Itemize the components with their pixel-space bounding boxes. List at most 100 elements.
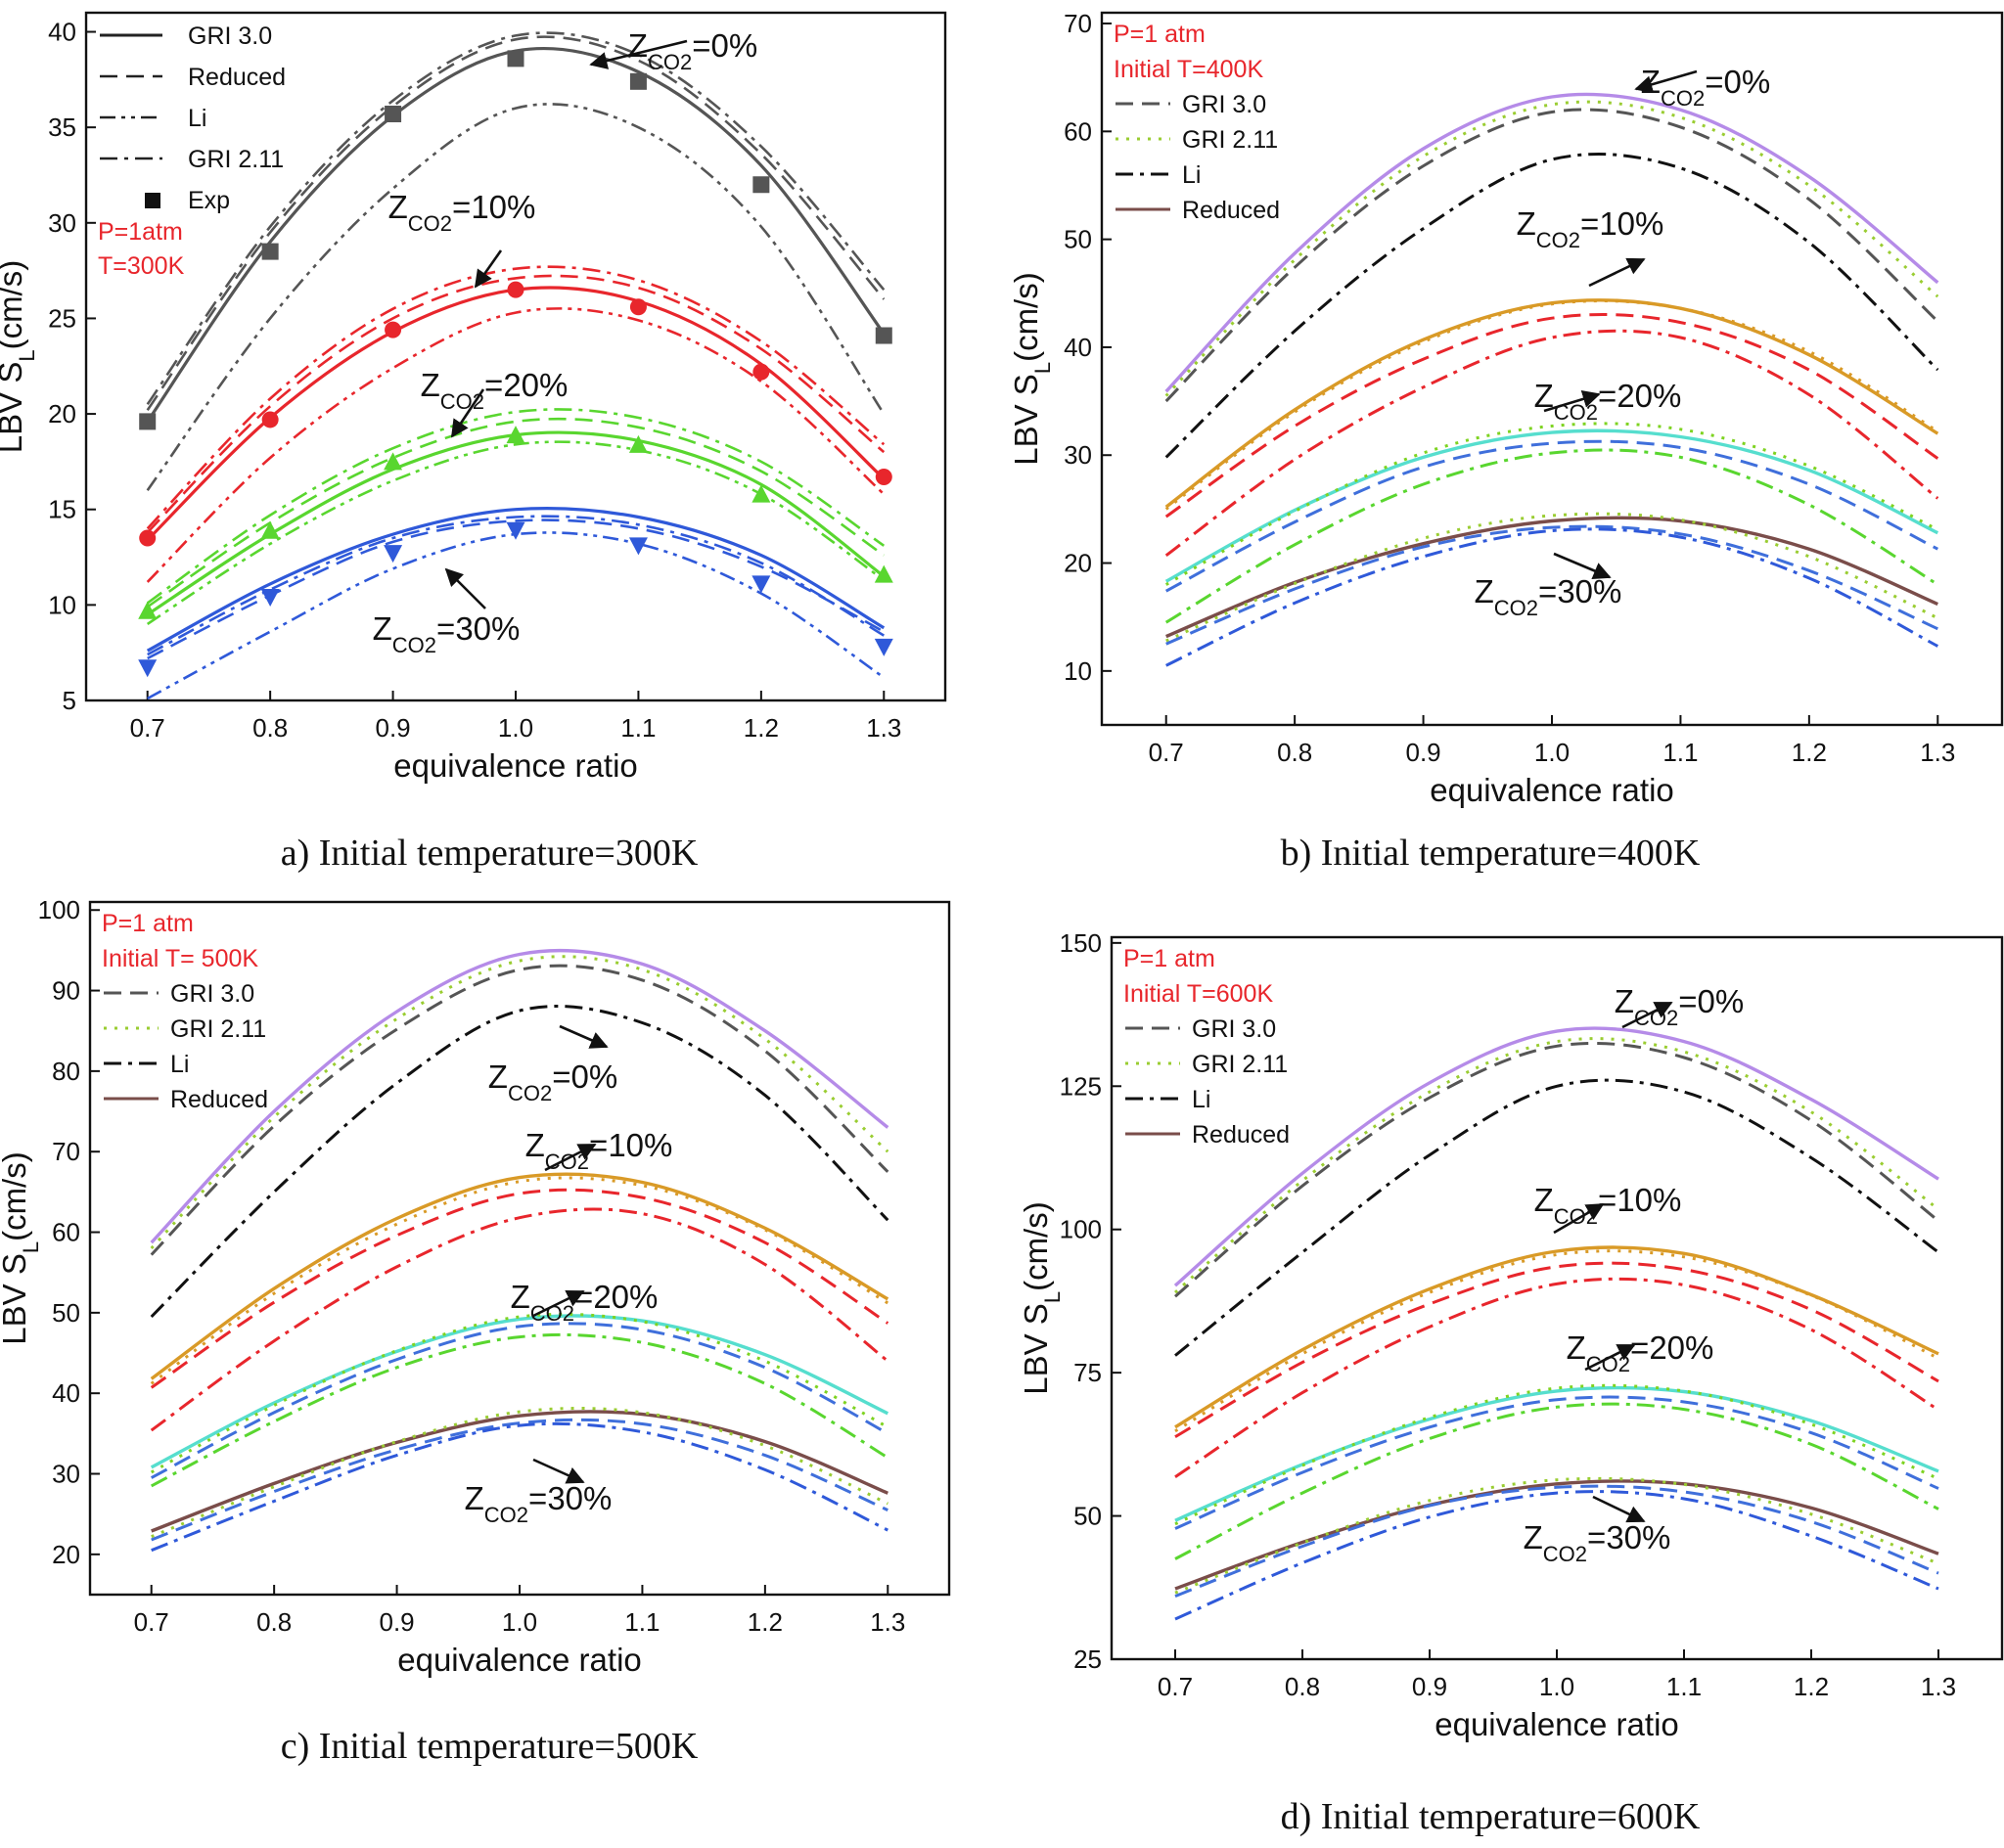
data-point xyxy=(506,426,525,444)
annotation-label: ZCO2=10% xyxy=(1517,205,1664,252)
x-tick-label: 1.0 xyxy=(1534,738,1570,767)
data-point xyxy=(752,575,771,594)
plot-frame xyxy=(1100,11,2004,727)
series-line xyxy=(146,46,886,423)
series-line xyxy=(1174,1395,1939,1530)
legend-label: Li xyxy=(1182,161,1201,189)
y-tick-label: 35 xyxy=(48,113,76,142)
data-point xyxy=(507,50,524,68)
y-tick-label: 90 xyxy=(52,976,80,1006)
x-tick-label: 0.8 xyxy=(1285,1672,1320,1701)
x-tick-label: 0.7 xyxy=(134,1607,169,1637)
series-line xyxy=(146,506,886,653)
data-point xyxy=(138,659,158,678)
y-tick-label: 20 xyxy=(48,399,76,428)
legend-label: Reduced xyxy=(1182,197,1280,224)
annotation-label: ZCO2=0% xyxy=(488,1059,617,1105)
y-tick-label: 40 xyxy=(52,1378,80,1408)
y-tick-label: 150 xyxy=(1060,928,1102,958)
annotation-label: ZCO2=0% xyxy=(628,27,757,74)
series-line xyxy=(150,1322,889,1479)
x-tick-label: 0.8 xyxy=(252,713,288,743)
series-line xyxy=(146,417,886,608)
series-line xyxy=(1174,1261,1939,1438)
legend-label: GRI 3.0 xyxy=(1182,91,1266,118)
y-axis-label: LBV SL(cm/s) xyxy=(0,1151,43,1344)
annotation-arrow xyxy=(1588,257,1646,288)
series-line xyxy=(1174,1249,1939,1433)
x-tick-label: 1.3 xyxy=(866,713,901,743)
annotation-arrow xyxy=(589,39,688,69)
data-point xyxy=(384,545,403,563)
y-tick-label: 60 xyxy=(52,1218,80,1247)
panel-d-chart: 0.7 0.8 0.9 1.0 1.1 1.2 1.3 25 50 75 100 125 150 equi… xyxy=(1018,928,2004,1837)
data-point xyxy=(629,298,647,316)
annotation-label: ZCO2=30% xyxy=(1475,573,1622,620)
panel-a-chart: 0.7 0.8 0.9 1.0 1.1 1.2 1.3 5 10 15 20 25 30 35 40 equi… xyxy=(0,11,947,874)
series-line xyxy=(146,408,886,605)
series-line xyxy=(1174,1402,1939,1560)
panel-b-chart: 0.7 0.8 0.9 1.0 1.1 1.2 1.3 10 20 30 40 50 60 70 equiv… xyxy=(1008,9,2004,874)
series-line xyxy=(1165,512,1938,643)
y-tick-label: 10 xyxy=(1064,656,1092,686)
data-point xyxy=(507,281,524,298)
annotation-arrow xyxy=(1592,1495,1646,1523)
series-line xyxy=(1174,1490,1939,1621)
series-line xyxy=(1164,299,1939,511)
data-point xyxy=(260,589,280,608)
series-line xyxy=(146,307,886,583)
y-tick-label: 15 xyxy=(48,495,76,524)
panel-caption: a) Initial temperature=300K xyxy=(281,833,699,874)
data-point xyxy=(260,520,280,539)
x-tick-label: 1.1 xyxy=(1662,738,1698,767)
x-axis-label: equivalence ratio xyxy=(397,1642,642,1678)
x-tick-label: 1.2 xyxy=(744,713,779,743)
annotation-label: ZCO2=10% xyxy=(388,189,536,236)
data-point xyxy=(139,529,157,547)
data-point xyxy=(628,537,648,556)
annotation-label: ZCO2=20% xyxy=(421,367,569,414)
series-line xyxy=(1165,524,1938,646)
annotation-arrow xyxy=(532,1458,585,1484)
series-line xyxy=(1164,92,1939,393)
series-line xyxy=(150,1176,889,1385)
series-line xyxy=(150,1172,889,1380)
data-point xyxy=(874,638,893,656)
series-line xyxy=(150,955,889,1250)
condition-label: P=1 atm xyxy=(1123,945,1215,972)
data-point xyxy=(385,321,402,338)
condition-label: P=1atm xyxy=(98,218,183,246)
y-tick-label: 10 xyxy=(48,590,76,619)
x-tick-label: 1.0 xyxy=(1539,1672,1574,1701)
data-point xyxy=(629,72,647,90)
condition-label: P=1 atm xyxy=(1114,21,1206,48)
condition-label: Initial T=600K xyxy=(1123,980,1273,1008)
x-axis-label: equivalence ratio xyxy=(393,747,638,784)
legend-label: GRI 3.0 xyxy=(170,980,254,1008)
x-tick-label: 1.1 xyxy=(624,1607,660,1637)
data-point xyxy=(384,452,403,471)
x-tick-label: 0.9 xyxy=(379,1607,414,1637)
x-tick-label: 0.7 xyxy=(130,713,165,743)
series-line xyxy=(1164,428,1939,583)
legend-label: Exp xyxy=(188,187,230,214)
legend-label: GRI 3.0 xyxy=(1192,1015,1276,1043)
x-tick-label: 0.7 xyxy=(1158,1672,1193,1701)
series-line xyxy=(1174,1277,1939,1478)
x-tick-label: 0.9 xyxy=(1405,738,1440,767)
condition-label: Initial T= 500K xyxy=(102,945,258,972)
data-point xyxy=(875,327,892,344)
series-line xyxy=(150,1207,889,1432)
legend-label: GRI 2.11 xyxy=(188,146,284,173)
series-line xyxy=(1164,448,1939,624)
legend-label: Li xyxy=(1192,1086,1210,1113)
x-tick-label: 1.3 xyxy=(1920,738,1955,767)
data-point xyxy=(139,413,157,430)
x-tick-label: 0.8 xyxy=(256,1607,292,1637)
y-tick-label: 50 xyxy=(52,1298,80,1328)
legend-label: GRI 2.11 xyxy=(1192,1051,1288,1078)
x-tick-label: 0.9 xyxy=(375,713,410,743)
annotation-label: ZCO2=20% xyxy=(1567,1330,1714,1376)
y-tick-label: 60 xyxy=(1064,116,1092,146)
annotation-arrow xyxy=(444,567,486,609)
